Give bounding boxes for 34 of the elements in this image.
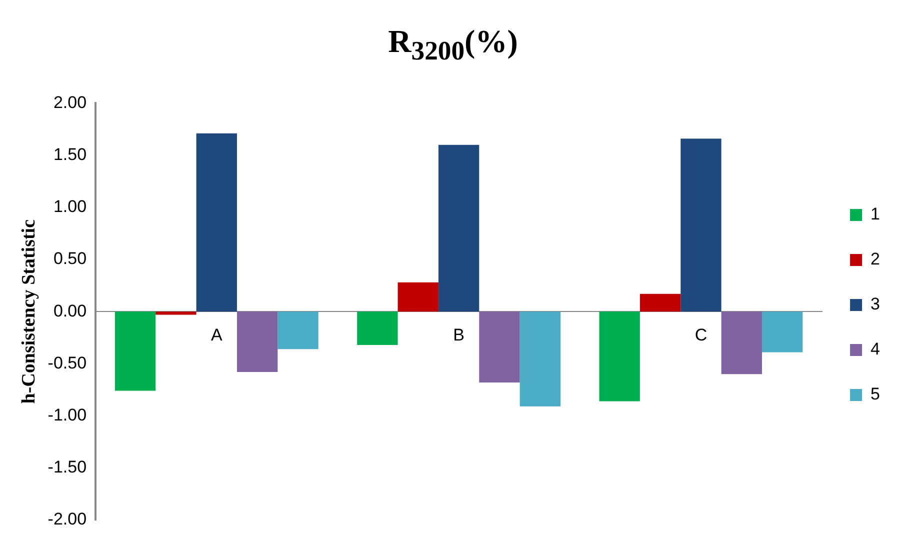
- bar: [520, 312, 561, 406]
- y-axis-title: h-Consistency Statistic: [18, 220, 40, 404]
- y-tick-label: 0.50: [53, 249, 87, 268]
- legend-label: 3: [870, 294, 880, 314]
- bar: [721, 312, 762, 374]
- bar: [438, 144, 480, 312]
- bar: [357, 312, 398, 345]
- bar: [680, 138, 722, 312]
- y-tick-label: 0.00: [53, 301, 87, 320]
- x-tick-label: C: [694, 325, 708, 344]
- legend-label: 1: [870, 204, 880, 224]
- y-tick-label: -1.50: [48, 458, 87, 477]
- y-tick-label: -0.50: [48, 353, 87, 372]
- bar: [599, 312, 640, 402]
- legend-label: 4: [870, 340, 880, 359]
- y-tick-label: 1.00: [53, 197, 87, 216]
- bar: [156, 312, 196, 315]
- y-tick-label: 2.00: [53, 92, 87, 112]
- bar: [196, 133, 237, 312]
- chart-title: R$_{3200}$(%): [388, 23, 518, 67]
- bar: [278, 312, 318, 350]
- bar: [236, 312, 278, 372]
- legend-label: 5: [870, 384, 880, 404]
- y-tick-label: -1.00: [48, 405, 87, 424]
- y-tick-label: 1.50: [53, 144, 87, 164]
- x-tick-label: B: [453, 325, 464, 344]
- y-tick-label: -2.00: [48, 510, 87, 529]
- bar: [640, 294, 681, 312]
- bar: [479, 312, 520, 382]
- bar: [398, 282, 438, 312]
- legend-label: 2: [870, 250, 880, 269]
- bar: [762, 312, 803, 352]
- bar: [114, 312, 156, 391]
- x-tick-label: A: [210, 325, 223, 344]
